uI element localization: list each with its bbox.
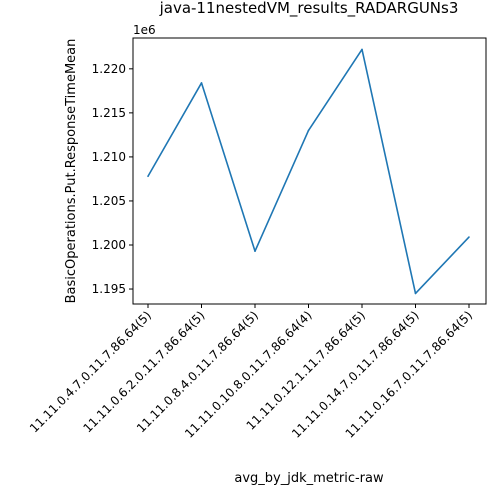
- plot-frame: [132, 37, 487, 305]
- data-point: [147, 175, 149, 178]
- data-point: [200, 82, 203, 84]
- y-axis-label: BasicOperations.Put.ResponseTimeMean: [64, 39, 79, 304]
- y-tick-label: 1.195: [92, 282, 126, 296]
- data-point: [361, 48, 363, 51]
- series-line: [147, 48, 470, 295]
- y-tick-label: 1.200: [92, 238, 126, 252]
- y-tick-label: 1.220: [92, 62, 126, 76]
- y-tick-label: 1.205: [92, 194, 126, 208]
- data-point: [468, 236, 470, 238]
- chart-title: java-11nestedVM_results_RADARGUNs3: [159, 0, 459, 18]
- y-axis: 1.195 1.200 1.205 1.210 1.215 1.220: [92, 62, 133, 296]
- y-tick-label: 1.215: [92, 106, 126, 120]
- y-offset-label: 1e6: [133, 23, 156, 37]
- x-axis: 11.11.0.4.7.0.11.7.86.64(5)11.11.0.6.2.0…: [27, 304, 475, 441]
- y-tick-label: 1.210: [92, 150, 126, 164]
- data-point: [254, 250, 256, 252]
- series-group: [147, 48, 470, 295]
- data-point: [307, 129, 310, 132]
- x-axis-label: avg_by_jdk_metric-raw: [234, 471, 384, 486]
- data-point: [414, 292, 417, 295]
